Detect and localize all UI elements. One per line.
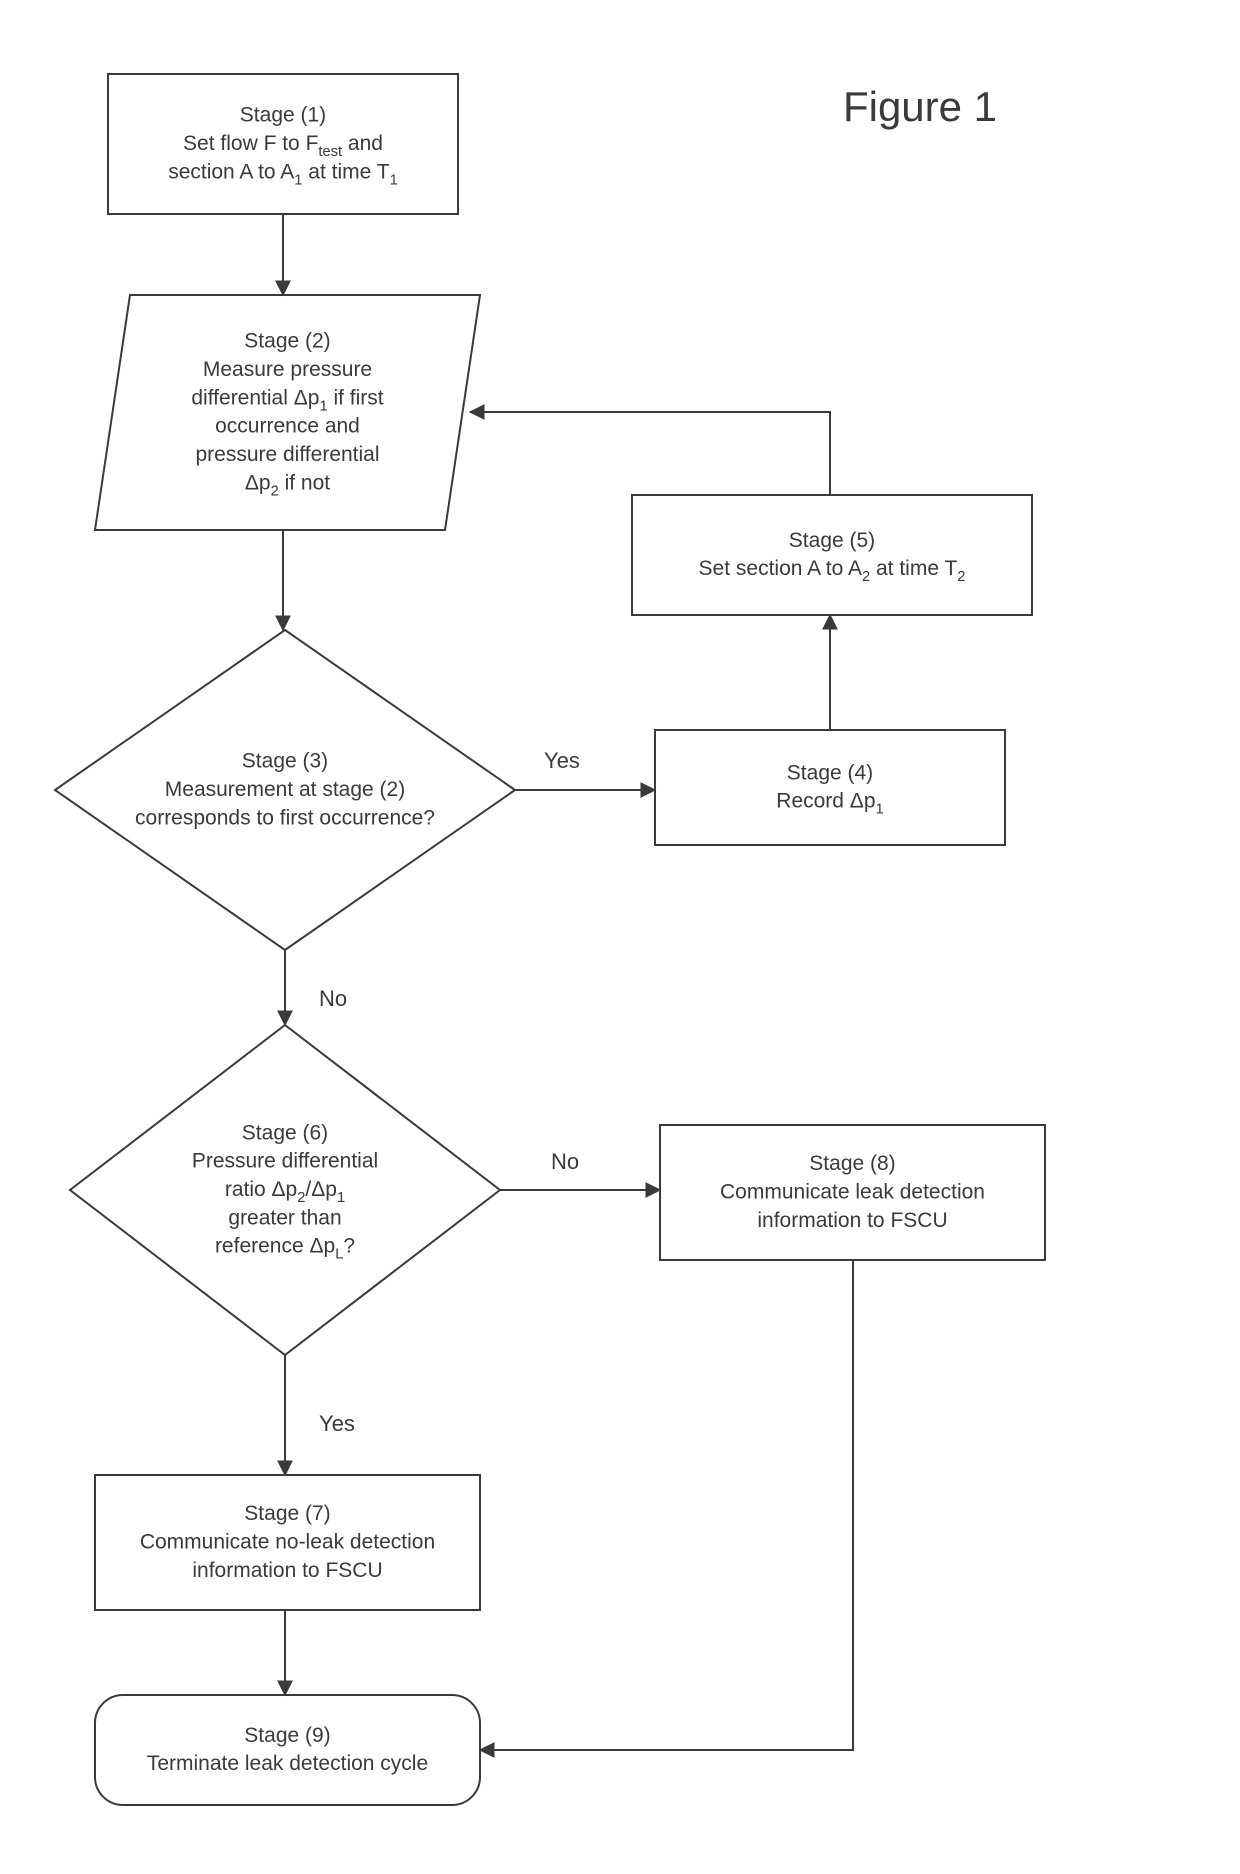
node-text-line: Stage (1) bbox=[240, 103, 326, 126]
node-text-line: corresponds to first occurrence? bbox=[135, 806, 435, 829]
node-text-line: Stage (8) bbox=[809, 1152, 895, 1175]
edge-e5-2 bbox=[470, 412, 830, 495]
node-text-line: Stage (5) bbox=[789, 528, 875, 551]
edge-label-e6-yes-7: Yes bbox=[319, 1411, 355, 1436]
node-text-line: Stage (6) bbox=[242, 1121, 328, 1144]
stage4-shape bbox=[655, 730, 1005, 845]
node-stage7: Stage (7) Communicate no-leak detection in… bbox=[95, 1475, 480, 1610]
node-stage2: Stage (2)Measure pressuredifferential Δp… bbox=[95, 295, 480, 530]
node-stage8: Stage (8) Communicate leak detection infor… bbox=[660, 1125, 1045, 1260]
stage5-shape bbox=[632, 495, 1032, 615]
stage9-shape bbox=[95, 1695, 480, 1805]
node-text-line: Stage (2) bbox=[244, 329, 330, 352]
figure-title: Figure 1 bbox=[843, 83, 997, 130]
node-text-line: Stage (7) bbox=[244, 1502, 330, 1525]
node-stage6: Stage (6)Pressure differentialratio Δp2/… bbox=[70, 1025, 500, 1355]
edge-label-e6-no-8: No bbox=[551, 1149, 579, 1174]
node-text-line: Measure pressure bbox=[203, 358, 372, 381]
edge-label-e3-no-6: No bbox=[319, 986, 347, 1011]
node-text-line: pressure differential bbox=[195, 443, 379, 466]
node-text-line: Communicate no-leak detection bbox=[140, 1530, 435, 1553]
node-stage3: Stage (3) Measurement at stage (2) corresp… bbox=[55, 630, 515, 950]
flowchart-canvas: Figure 1 Stage (1)Set flow F to Ftest and… bbox=[0, 0, 1240, 1874]
node-stage1: Stage (1)Set flow F to Ftest andsection … bbox=[108, 74, 458, 214]
node-text-line: Stage (4) bbox=[787, 761, 873, 784]
node-text-line: Stage (9) bbox=[244, 1723, 330, 1746]
node-stage5: Stage (5)Set section A to A2 at time T2 bbox=[632, 495, 1032, 615]
node-text-line: Pressure differential bbox=[192, 1149, 378, 1172]
node-text-line: Terminate leak detection cycle bbox=[147, 1752, 428, 1775]
node-text-line: information to FSCU bbox=[757, 1208, 947, 1231]
node-text-line: information to FSCU bbox=[192, 1558, 382, 1581]
edge-label-e3-yes-4: Yes bbox=[544, 748, 580, 773]
node-text-line: Communicate leak detection bbox=[720, 1180, 985, 1203]
node-text-line: Measurement at stage (2) bbox=[165, 778, 405, 801]
node-stage9: Stage (9) Terminate leak detection cycle bbox=[95, 1695, 480, 1805]
node-text-line: occurrence and bbox=[215, 414, 360, 437]
edge-e8-9 bbox=[480, 1260, 853, 1750]
node-stage4: Stage (4)Record Δp1 bbox=[655, 730, 1005, 845]
node-text-line: Stage (3) bbox=[242, 749, 328, 772]
node-text-line: greater than bbox=[228, 1206, 341, 1229]
